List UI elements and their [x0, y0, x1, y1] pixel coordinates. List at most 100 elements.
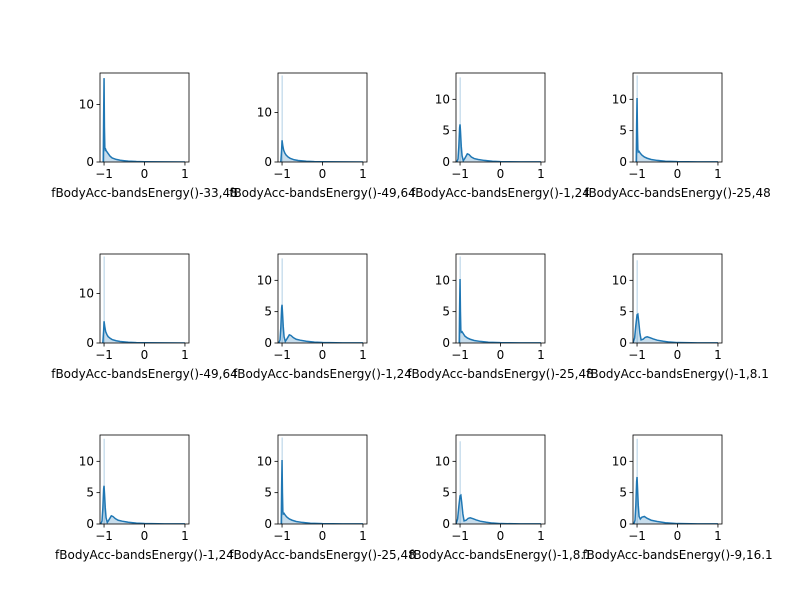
y-tick-label: 10: [79, 287, 94, 301]
y-tick-label: 5: [442, 305, 450, 319]
histogram-bar: [103, 256, 105, 343]
x-tick-label: 0: [141, 529, 149, 543]
y-tick-label: 5: [619, 124, 627, 138]
x-tick-label: 1: [537, 348, 545, 362]
y-tick-label: 5: [619, 486, 627, 500]
x-tick-label: −1: [451, 167, 469, 181]
x-tick-label: 1: [359, 529, 367, 543]
kde-line: [633, 312, 718, 343]
y-tick-label: 10: [435, 273, 450, 287]
x-axis-label: fBodyAcc-bandsEnergy()-1,24: [55, 548, 234, 562]
x-axis-label: fBodyAcc-bandsEnergy()-1,24: [411, 186, 590, 200]
y-tick-label: 5: [442, 486, 450, 500]
plot-area: [456, 77, 541, 162]
kde-line: [278, 304, 363, 343]
x-tick-label: 1: [359, 167, 367, 181]
x-tick-label: −1: [95, 529, 113, 543]
x-tick-label: 0: [497, 167, 505, 181]
y-tick-label: 10: [612, 273, 627, 287]
kde-line: [456, 124, 541, 162]
histogram-bar: [459, 77, 461, 162]
plot-area: [633, 438, 718, 524]
kde-line: [635, 98, 718, 162]
y-tick-label: 5: [442, 124, 450, 138]
kde-line: [280, 460, 363, 524]
y-tick-label: 10: [79, 454, 94, 468]
x-tick-label: −1: [451, 348, 469, 362]
x-tick-label: 0: [141, 167, 149, 181]
x-tick-label: 1: [181, 348, 189, 362]
y-tick-label: 0: [86, 336, 94, 350]
plot-area: [102, 78, 185, 162]
x-tick-label: 0: [674, 529, 682, 543]
y-tick-label: 0: [264, 155, 272, 169]
x-axis-label: fBodyAcc-bandsEnergy()-49,64: [51, 367, 238, 381]
x-tick-label: −1: [273, 348, 291, 362]
y-tick-label: 10: [257, 273, 272, 287]
x-tick-label: 0: [674, 167, 682, 181]
y-tick-label: 0: [619, 155, 627, 169]
y-tick-label: 5: [86, 486, 94, 500]
x-tick-label: 1: [537, 167, 545, 181]
x-axis-label: fBodyAcc-bandsEnergy()-1,8.1: [409, 548, 592, 562]
x-tick-label: −1: [628, 529, 646, 543]
plot-area: [635, 75, 718, 162]
x-tick-label: 0: [674, 348, 682, 362]
plot-area: [280, 437, 363, 524]
x-tick-label: 0: [497, 348, 505, 362]
x-axis-label: fBodyAcc-bandsEnergy()-25,48: [584, 186, 771, 200]
plot-area: [633, 260, 718, 343]
y-tick-label: 0: [619, 517, 627, 531]
plot-area: [100, 438, 185, 524]
x-tick-label: 1: [537, 529, 545, 543]
x-tick-label: −1: [451, 529, 469, 543]
x-axis-label: fBodyAcc-bandsEnergy()-25,48: [229, 548, 416, 562]
y-tick-label: 5: [264, 486, 272, 500]
y-tick-label: 0: [442, 336, 450, 350]
x-tick-label: −1: [273, 167, 291, 181]
histogram-bar: [103, 438, 105, 524]
x-tick-label: −1: [95, 348, 113, 362]
y-tick-label: 0: [86, 155, 94, 169]
plot-area: [278, 258, 363, 343]
kde-line: [633, 476, 718, 524]
y-tick-label: 10: [435, 92, 450, 106]
histogram-bar: [459, 441, 461, 524]
x-axis-label: fBodyAcc-bandsEnergy()-9,16.1: [582, 548, 772, 562]
y-tick-label: 10: [257, 106, 272, 120]
y-tick-label: 10: [257, 454, 272, 468]
x-tick-label: 1: [181, 529, 189, 543]
histogram-bar: [281, 258, 283, 343]
y-tick-label: 5: [619, 305, 627, 319]
x-axis-label: fBodyAcc-bandsEnergy()-25,48: [407, 367, 594, 381]
y-tick-label: 10: [79, 98, 94, 112]
y-tick-label: 0: [86, 517, 94, 531]
y-tick-label: 10: [612, 92, 627, 106]
y-tick-label: 5: [264, 305, 272, 319]
x-tick-label: 0: [141, 348, 149, 362]
x-axis-label: fBodyAcc-bandsEnergy()-1,8.1: [586, 367, 769, 381]
histogram-bar: [636, 260, 638, 343]
kde-area: [280, 140, 363, 162]
y-tick-label: 10: [612, 454, 627, 468]
y-tick-label: 0: [264, 336, 272, 350]
x-tick-label: 1: [359, 348, 367, 362]
x-tick-label: −1: [273, 529, 291, 543]
x-tick-label: 0: [319, 348, 327, 362]
x-tick-label: −1: [628, 167, 646, 181]
x-tick-label: 1: [181, 167, 189, 181]
y-tick-label: 0: [264, 517, 272, 531]
x-tick-label: −1: [628, 348, 646, 362]
x-tick-label: 1: [714, 529, 722, 543]
